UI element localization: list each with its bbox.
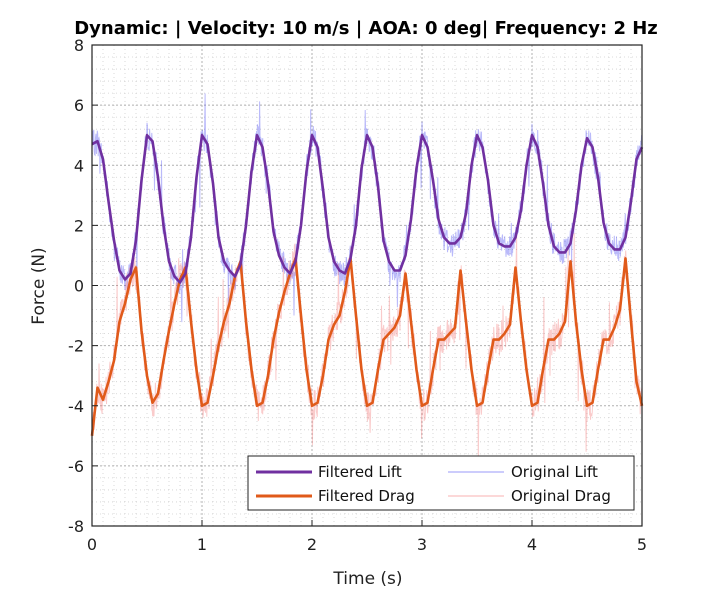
y-tick-label: -6	[68, 457, 84, 476]
x-tick-label: 0	[87, 535, 97, 554]
filtered-series-group	[90, 133, 644, 436]
axis-ticks: 0 1 2 3 4 5 -8 -6 -4 -2 0 2 4 6 8	[68, 36, 647, 554]
legend-label-original-lift: Original Lift	[511, 463, 598, 481]
y-tick-label: -2	[68, 337, 84, 356]
legend-label-filtered-lift: Filtered Lift	[318, 463, 402, 481]
series-filtered-drag-line	[90, 257, 644, 436]
legend: Filtered Lift Filtered Drag Original Lif…	[247, 455, 635, 511]
y-tick-label: 4	[74, 156, 84, 175]
y-tick-label: -8	[68, 517, 84, 536]
x-tick-label: 5	[637, 535, 647, 554]
x-tick-label: 2	[307, 535, 317, 554]
x-axis-label: Time (s)	[332, 569, 402, 589]
x-tick-label: 4	[527, 535, 537, 554]
legend-label-filtered-drag: Filtered Drag	[318, 487, 415, 505]
x-tick-label: 3	[417, 535, 427, 554]
series-filtered-lift-line	[91, 133, 644, 284]
y-tick-label: 8	[74, 36, 84, 55]
y-tick-label: -4	[68, 397, 84, 416]
y-tick-label: 2	[74, 216, 84, 235]
legend-label-original-drag: Original Drag	[511, 487, 611, 505]
y-axis-label: Force (N)	[29, 247, 49, 324]
y-tick-label: 6	[74, 96, 84, 115]
grid	[91, 44, 643, 527]
legend-box	[247, 455, 635, 511]
chart-title: Dynamic: | Velocity: 10 m/s | AOA: 0 deg…	[74, 18, 658, 39]
x-tick-label: 1	[197, 535, 207, 554]
y-tick-label: 0	[74, 277, 84, 296]
